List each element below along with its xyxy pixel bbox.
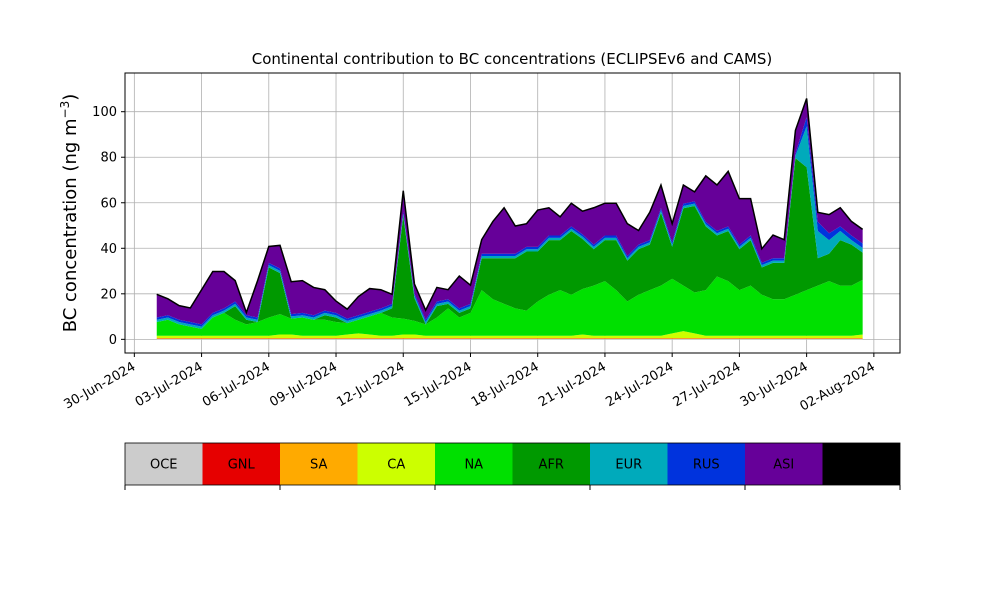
legend-label-afr: AFR [539,458,564,473]
legend-label-aus: AUS [848,458,875,473]
x-tick-label: 15-Jul-2024 [402,359,475,410]
plot-frame [124,72,901,354]
area-sa [156,337,863,339]
x-tick-label: 21-Jul-2024 [536,359,609,410]
legend-swatch-afr [512,443,590,485]
x-axis: 30-Jun-202403-Jul-202406-Jul-202409-Jul-… [62,353,878,415]
legend-swatch-asi [745,443,823,485]
y-tick-label: 80 [100,151,117,166]
y-axis: 0 20 40 60 80 100 [92,105,125,348]
total-line [156,98,864,315]
legend-label-gnl: GNL [228,458,256,473]
legend-swatch-na [435,443,513,485]
legend-swatch-sa [280,443,358,485]
legend-label-ca: CA [387,458,405,473]
legend-swatch-oce [125,443,203,485]
y-tick-label: 40 [100,242,117,257]
area-afr [156,158,863,329]
y-tick-label: 60 [100,196,117,211]
area-na [156,276,863,336]
y-tick-label: 20 [100,287,117,302]
y-axis-label: BC concentration (ng m−3) [58,94,81,333]
legend-swatch-aus [822,443,900,485]
legend-swatch-ca [357,443,435,485]
y-tick-label: 100 [92,105,117,120]
y-tick-label: 0 [109,333,117,348]
legend-frame [124,442,901,486]
x-tick-label: 24-Jul-2024 [603,359,676,410]
legend-label-eur: EUR [615,458,642,473]
stacked-areas [156,98,863,340]
chart-title: Continental contribution to BC concentra… [252,50,773,68]
area-asi [156,98,863,325]
x-tick-label: 18-Jul-2024 [469,359,542,410]
y-axis-label-main: BC concentration (ng m [60,118,81,332]
legend-label-oce: OCE [150,458,178,473]
area-ca [156,331,863,338]
x-tick-label: 12-Jul-2024 [334,359,407,410]
legend-swatch-eur [590,443,668,485]
legend: OCE GNL SA CA NA AFR EUR RUS ASI AUS [124,442,901,490]
y-axis-label-exponent: −3 [58,101,72,119]
x-tick-label: 09-Jul-2024 [267,359,340,410]
x-tick-label: 30-Jun-2024 [62,359,139,412]
legend-swatch-rus [667,443,745,485]
x-tick-label: 27-Jul-2024 [671,359,744,410]
y-axis-label-close: ) [60,94,81,101]
legend-label-na: NA [464,458,483,473]
legend-label-asi: ASI [773,458,794,473]
x-tick-label: 02-Aug-2024 [798,359,878,414]
x-tick-label: 06-Jul-2024 [200,359,273,410]
legend-label-sa: SA [310,458,327,473]
legend-swatch-gnl [202,443,280,485]
x-tick-label: 03-Jul-2024 [133,359,206,410]
legend-label-rus: RUS [693,458,720,473]
